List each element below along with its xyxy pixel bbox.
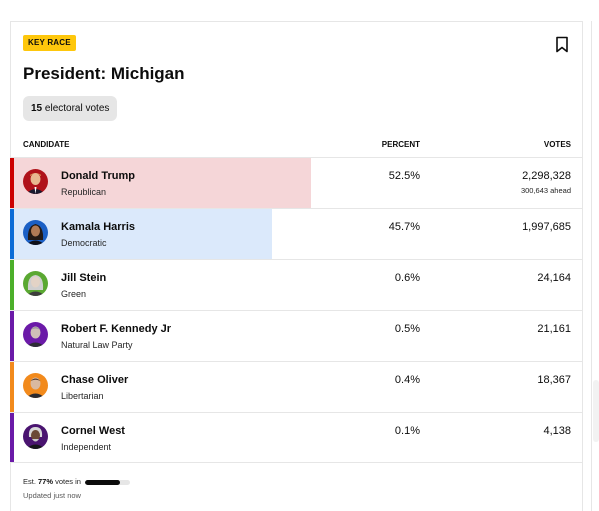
results-table: Donald Trump Republican 52.5% 2,298,328 …	[10, 157, 583, 463]
candidate-percent: 45.7%	[388, 221, 420, 233]
page-divider	[591, 21, 592, 511]
key-race-badge: KEY RACE	[23, 35, 76, 51]
vote-share-bar	[10, 209, 272, 259]
votes-ahead: 300,643 ahead	[520, 186, 571, 195]
candidate-percent: 52.5%	[388, 170, 420, 182]
party-color-line	[10, 362, 14, 412]
vote-share-bar	[10, 158, 311, 208]
reporting-estimate: Est. 77% votes in	[23, 477, 131, 487]
candidate-votes: 2,298,328	[522, 170, 571, 182]
candidate-party: Democratic	[61, 238, 107, 248]
candidate-party: Natural Law Party	[61, 340, 133, 350]
candidate-votes: 24,164	[537, 272, 571, 284]
candidate-percent: 0.5%	[394, 323, 420, 335]
bookmark-icon[interactable]	[555, 36, 569, 53]
candidate-avatar	[23, 271, 48, 296]
reporting-percent: 77%	[38, 477, 54, 486]
party-color-line	[10, 311, 14, 361]
candidate-name: Kamala Harris	[61, 221, 135, 233]
candidate-row-stein: Jill Stein Green 0.6% 24,164	[10, 259, 583, 310]
party-color-line	[10, 158, 14, 208]
candidate-name: Jill Stein	[61, 272, 107, 284]
candidate-row-kennedy: Robert F. Kennedy Jr Natural Law Party 0…	[10, 310, 583, 361]
electoral-votes-badge: 15 electoral votes	[23, 96, 118, 121]
candidate-avatar	[23, 373, 48, 398]
candidate-party: Republican	[61, 187, 107, 197]
candidate-name: Robert F. Kennedy Jr	[61, 323, 172, 335]
candidate-avatar	[23, 322, 48, 347]
page-title: President: Michigan	[23, 64, 185, 83]
candidate-avatar	[23, 220, 48, 245]
candidate-party: Libertarian	[61, 391, 104, 401]
reporting-progress-bar	[85, 479, 131, 485]
party-color-line	[10, 209, 14, 259]
candidate-votes: 4,138	[543, 425, 571, 437]
candidate-avatar	[23, 424, 48, 449]
column-header-votes: VOTES	[543, 140, 571, 149]
party-color-line	[10, 260, 14, 310]
column-header-candidate: CANDIDATE	[23, 140, 70, 149]
scrollbar-thumb[interactable]	[593, 380, 599, 442]
updated-timestamp: Updated just now	[23, 491, 81, 500]
candidate-row-trump: Donald Trump Republican 52.5% 2,298,328 …	[10, 157, 583, 208]
reporting-suffix: votes in	[55, 477, 81, 486]
candidate-name: Chase Oliver	[61, 374, 129, 386]
candidate-name: Cornel West	[61, 425, 125, 437]
candidate-row-harris: Kamala Harris Democratic 45.7% 1,997,685	[10, 208, 583, 259]
candidate-avatar	[23, 169, 48, 194]
candidate-votes: 18,367	[537, 374, 571, 386]
candidate-name: Donald Trump	[61, 170, 135, 182]
reporting-progress-fill	[85, 479, 120, 485]
party-color-line	[10, 413, 14, 462]
column-header-percent: PERCENT	[381, 140, 420, 149]
reporting-prefix: Est.	[23, 477, 36, 486]
candidate-percent: 0.4%	[394, 374, 420, 386]
candidate-party: Independent	[61, 442, 112, 452]
candidate-percent: 0.6%	[394, 272, 420, 284]
candidate-row-west: Cornel West Independent 0.1% 4,138	[10, 412, 583, 463]
candidate-row-oliver: Chase Oliver Libertarian 0.4% 18,367	[10, 361, 583, 412]
candidate-percent: 0.1%	[394, 425, 420, 437]
candidate-party: Green	[61, 289, 87, 299]
electoral-votes-count: 15	[31, 103, 43, 114]
electoral-votes-label: electoral votes	[44, 103, 110, 114]
candidate-votes: 21,161	[537, 323, 571, 335]
candidate-votes: 1,997,685	[522, 221, 571, 233]
